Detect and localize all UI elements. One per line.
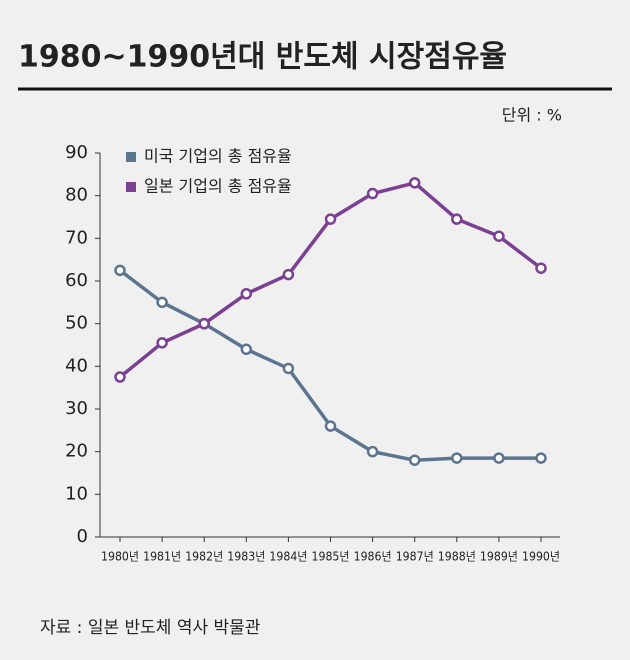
data-point (282, 362, 295, 375)
x-tick-label: 1987년 (396, 550, 434, 564)
y-tick-label: 90 (65, 142, 88, 163)
data-point (451, 452, 463, 464)
y-tick-label: 70 (65, 227, 88, 248)
y-tick-label: 50 (65, 313, 88, 334)
x-tick-label: 1981년 (143, 550, 181, 564)
data-point (114, 264, 126, 277)
data-point (240, 288, 253, 300)
data-point (324, 420, 337, 432)
data-point (493, 230, 505, 242)
legend-swatch (126, 152, 136, 162)
data-point (324, 213, 337, 225)
data-point (408, 177, 421, 189)
y-tick-label: 80 (65, 185, 88, 206)
data-point (366, 445, 379, 458)
legend-label: 미국 기업의 총 점유율 (144, 147, 292, 166)
data-point (451, 213, 463, 225)
data-point (114, 371, 126, 383)
y-tick-label: 40 (65, 355, 88, 376)
data-point (535, 262, 547, 274)
data-point (408, 454, 421, 466)
unit-label: 단위 : % (502, 106, 562, 125)
x-tick-label: 1989년 (480, 550, 518, 564)
x-tick-label: 1984년 (269, 550, 307, 564)
data-point (156, 337, 168, 349)
legend-swatch (126, 182, 136, 192)
data-point (240, 343, 253, 356)
data-point (493, 452, 505, 464)
data-point (198, 317, 210, 330)
x-tick-label: 1990년 (522, 550, 560, 564)
x-tick-label: 1986년 (354, 550, 392, 564)
y-tick-label: 0 (77, 526, 88, 547)
y-tick-label: 10 (65, 483, 88, 504)
legend-label: 일본 기업의 총 점유율 (144, 177, 292, 196)
data-point (535, 452, 547, 464)
y-tick-label: 20 (65, 441, 88, 462)
x-tick-label: 1982년 (185, 550, 223, 564)
y-tick-label: 60 (65, 270, 88, 291)
chart-title: 1980~1990년대 반도체 시장점유율 (18, 40, 507, 75)
data-point (156, 296, 168, 309)
x-tick-label: 1983년 (227, 550, 265, 564)
y-tick-label: 30 (65, 398, 88, 419)
x-tick-label: 1985년 (312, 550, 350, 564)
x-tick-label: 1988년 (438, 550, 476, 564)
data-point (366, 187, 379, 200)
source-note: 자료 : 일본 반도체 역사 박물관 (40, 618, 260, 638)
x-tick-label: 1980년 (101, 550, 139, 564)
data-point (282, 268, 295, 281)
